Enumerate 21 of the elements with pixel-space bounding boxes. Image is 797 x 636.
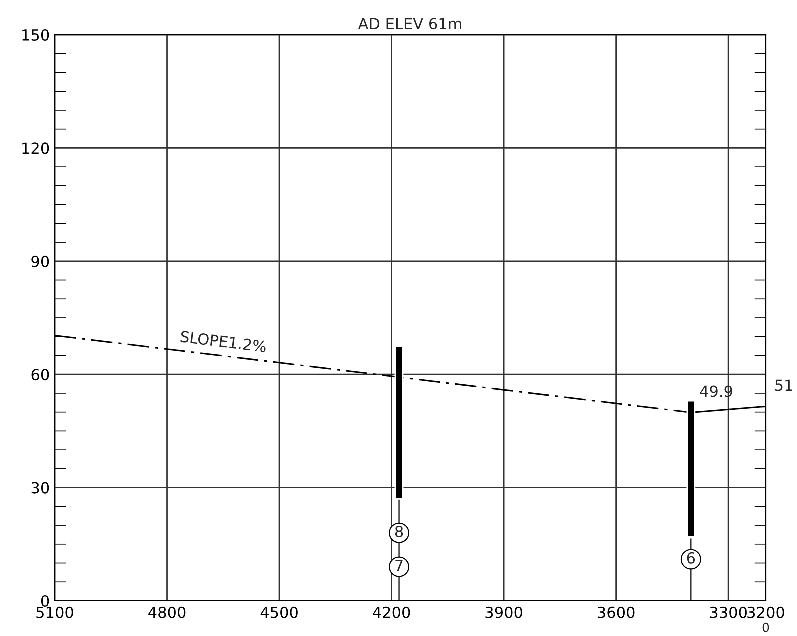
y-tick-label: 90: [32, 256, 50, 268]
annotation: 8: [395, 526, 404, 538]
x-tick-label: 4800: [148, 606, 186, 618]
chart-title: AD ELEV 61m: [358, 18, 462, 30]
y-tick-label: 30: [32, 482, 50, 494]
x-tick-label: 4200: [373, 606, 410, 618]
annotation: SLOPE1.2%: [180, 330, 267, 353]
y-tick-label: 60: [32, 369, 50, 381]
annotation: 7: [396, 560, 403, 572]
x-tick-label: 3300: [710, 606, 748, 618]
y-tick-label: 0: [41, 595, 50, 608]
x-tick-label: 5100: [36, 606, 74, 618]
x-tick-label: 3600: [598, 606, 635, 618]
y-tick-label: 120: [22, 142, 50, 154]
text: 0: [762, 622, 770, 632]
annotation: 51: [776, 380, 792, 392]
y-tick-label: 150: [22, 29, 50, 42]
annotation: 6: [687, 552, 696, 564]
x-tick-label: 4500: [260, 606, 298, 618]
x-tick-label: 3900: [486, 606, 522, 618]
x-tick-label: 3200: [748, 606, 784, 618]
